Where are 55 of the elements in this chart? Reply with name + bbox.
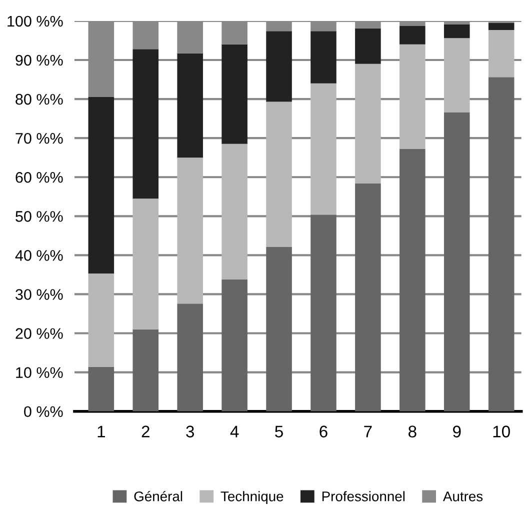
x-tick-label: 6 — [320, 426, 328, 438]
y-tick-label: 40 %% — [15, 250, 63, 261]
y-tick-label: 80 %% — [16, 94, 63, 105]
y-tick-label: 90 %% — [16, 54, 63, 66]
bar — [444, 24, 470, 38]
bar — [488, 30, 514, 78]
y-tick-label: 30 %% — [16, 289, 63, 300]
bar — [177, 304, 203, 412]
legend-label: Professionnel — [322, 491, 405, 502]
x-tick-label: 9 — [453, 426, 461, 438]
bar — [488, 77, 514, 412]
bar — [444, 112, 470, 412]
x-tick-label: 4 — [230, 426, 239, 438]
x-tick-label: 1 — [98, 426, 105, 438]
bar — [132, 329, 159, 412]
y-tick-label: 70 %% — [16, 132, 63, 144]
x-tick-label: 3 — [186, 426, 194, 438]
y-tick-label: 10 %% — [16, 367, 63, 378]
bar — [400, 26, 426, 44]
x-tick-label: 2 — [142, 426, 150, 438]
bar — [88, 96, 114, 274]
bar — [355, 64, 381, 184]
bar — [177, 158, 203, 304]
x-tick-label: 5 — [275, 426, 283, 438]
bar — [488, 22, 514, 30]
y-tick-label: 50 %% — [16, 211, 63, 222]
bar — [177, 53, 203, 158]
bar — [444, 38, 470, 112]
legend-label: Général — [134, 490, 182, 502]
y-tick-label: 20 %% — [16, 328, 63, 339]
bar — [222, 279, 248, 412]
bar — [222, 44, 248, 144]
bar — [310, 214, 336, 412]
bar — [310, 83, 336, 215]
y-tick-label: 60 %% — [16, 172, 63, 183]
bar — [132, 49, 159, 199]
bar — [355, 28, 381, 64]
bar — [222, 144, 248, 280]
bar — [132, 198, 159, 330]
bar — [266, 102, 292, 247]
bar — [266, 31, 292, 102]
y-tick-label: 0 %% — [24, 406, 63, 418]
x-tick-label: 7 — [364, 426, 372, 438]
x-tick-label: 8 — [408, 426, 416, 438]
bar — [310, 31, 336, 84]
x-tick-label: 10 — [493, 426, 510, 438]
bar — [88, 366, 114, 412]
bar — [400, 149, 426, 412]
legend-label: Autres — [442, 492, 483, 502]
bar — [400, 44, 426, 150]
bar — [355, 183, 381, 412]
legend-label: Technique — [220, 491, 284, 504]
bar — [88, 274, 114, 367]
bar — [266, 246, 292, 412]
y-tick-label: 100 %% — [8, 16, 63, 27]
